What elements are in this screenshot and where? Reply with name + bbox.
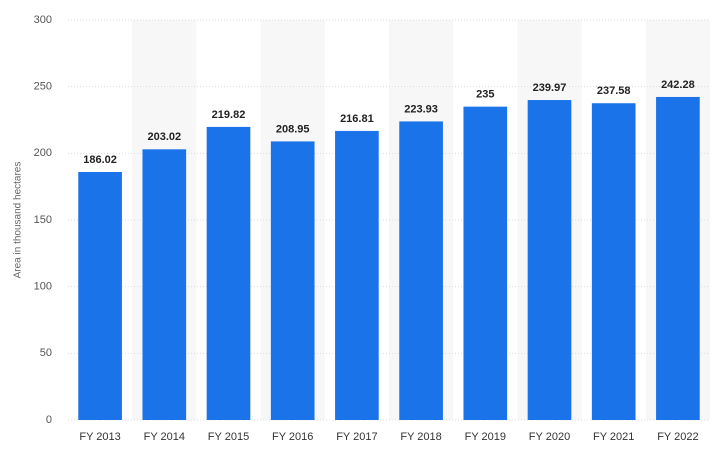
value-label: 208.95 — [276, 123, 310, 135]
bar — [78, 171, 122, 420]
bar — [527, 100, 572, 420]
x-tick-label: FY 2015 — [208, 431, 249, 443]
value-label: 237.58 — [597, 85, 631, 97]
x-tick-label: FY 2017 — [336, 431, 377, 443]
bar — [399, 121, 443, 420]
bar — [656, 96, 700, 421]
bar — [463, 106, 508, 421]
value-label: 219.82 — [212, 109, 246, 121]
bar — [591, 103, 636, 420]
value-label: 223.93 — [404, 103, 438, 115]
y-tick-label: 100 — [34, 281, 52, 293]
bar — [270, 141, 315, 420]
y-tick-label: 300 — [34, 14, 52, 26]
y-axis-label: Area in thousand hectares — [13, 162, 24, 279]
x-tick-label: FY 2021 — [593, 431, 634, 443]
y-tick-label: 200 — [34, 147, 52, 159]
value-label: 242.28 — [661, 79, 695, 91]
value-label: 235 — [476, 89, 494, 101]
y-tick-label: 0 — [46, 414, 52, 426]
x-tick-label: FY 2013 — [79, 431, 120, 443]
y-tick-label: 150 — [34, 214, 52, 226]
x-tick-label: FY 2020 — [529, 431, 570, 443]
value-label: 239.97 — [533, 82, 567, 94]
x-tick-label: FY 2019 — [465, 431, 506, 443]
x-tick-label: FY 2016 — [272, 431, 313, 443]
bar — [335, 130, 379, 421]
value-label: 186.02 — [83, 154, 117, 166]
x-tick-label: FY 2022 — [657, 431, 698, 443]
value-label: 203.02 — [147, 131, 181, 143]
value-label: 216.81 — [340, 113, 374, 125]
x-tick-label: FY 2014 — [144, 431, 185, 443]
bar — [206, 126, 251, 420]
bar — [142, 149, 187, 420]
x-tick-label: FY 2018 — [400, 431, 441, 443]
y-tick-label: 250 — [34, 81, 52, 93]
y-tick-label: 50 — [40, 347, 52, 359]
